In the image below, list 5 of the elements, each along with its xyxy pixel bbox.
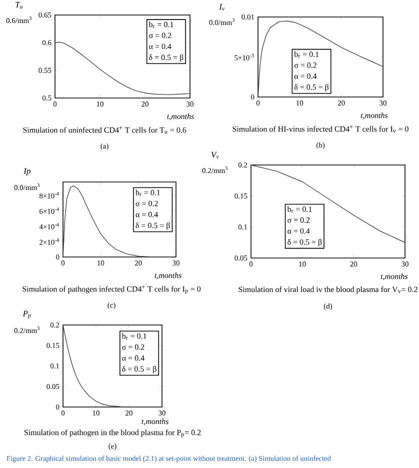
y-axis-title: Ip <box>24 168 30 176</box>
y-axis-title: I$_{v}$ <box>219 4 225 10</box>
y-axis-title: P$_{p}$ <box>22 310 31 318</box>
y-axis-title: T$_{u}$ <box>16 2 23 8</box>
y-axis-title: V$_{v}$ <box>211 152 219 158</box>
